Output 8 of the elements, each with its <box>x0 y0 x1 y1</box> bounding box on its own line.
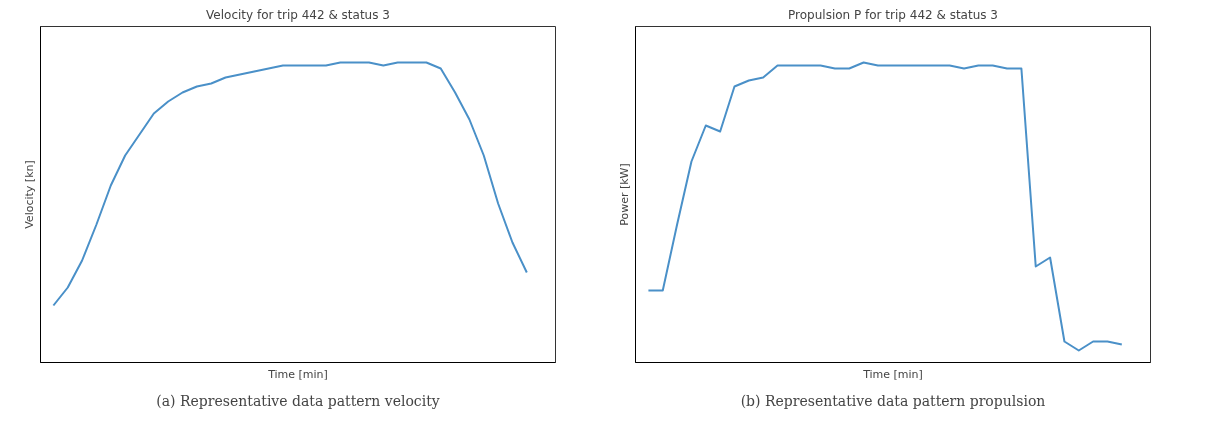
y-axis-title: Velocity [kn] <box>22 160 36 229</box>
x-axis-title: Time [min] <box>267 367 328 381</box>
y-axis-title: Power [kW] <box>617 163 631 226</box>
text: (b) Representative data pattern propulsion <box>740 392 1046 409</box>
chart-title: Velocity for trip 442 & status 3 <box>206 7 390 22</box>
text: (a) Representative data pattern velocity <box>156 392 440 409</box>
chart-title: Propulsion P for trip 442 & status 3 <box>788 7 998 22</box>
x-axis-title: Time [min] <box>862 367 923 381</box>
